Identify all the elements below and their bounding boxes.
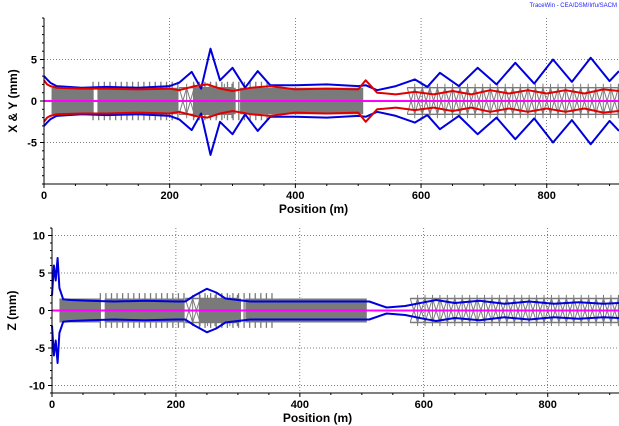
z-x-tick-label: 400 [291, 399, 309, 411]
xy-envelope-series-2 [43, 79, 619, 96]
xy-y-axis-title: X & Y (mm) [6, 69, 20, 133]
z-x-tick-label: 800 [539, 399, 557, 411]
xy-envelope-series-0 [43, 47, 619, 92]
xy-x-tick-label: 600 [412, 190, 430, 202]
xy-envelope-series-1 [43, 110, 619, 156]
xy-x-tick-label: 0 [41, 190, 47, 202]
xy-y-tick-label: 0 [31, 96, 37, 108]
xy-envelope-panel: 5 0 -5 0 200 400 600 800 Position (m) X & Y (mm) [6, 17, 619, 216]
xy-x-axis-title: Position (m) [279, 202, 348, 216]
z-x-tick-label: 200 [167, 399, 185, 411]
z-envelope-panel: 10 5 0 -5 -10 0 200 400 600 800 Position (m) Z (mm) [5, 227, 619, 425]
z-x-tick-label: 0 [49, 399, 55, 411]
xy-x-tick-label: 400 [286, 190, 304, 202]
xy-y-tick-label: -5 [27, 138, 37, 150]
z-y-tick-label: 0 [39, 306, 45, 318]
z-y-tick-label: 5 [39, 268, 45, 280]
xy-envelope-series-3 [43, 106, 619, 123]
tracewin-watermark: TraceWin - CEA/DSM/Irfu/SACM [529, 3, 617, 9]
z-y-tick-label: -10 [29, 381, 45, 393]
z-y-axis-title: Z (mm) [5, 291, 19, 331]
z-y-tick-label: -5 [35, 343, 45, 355]
z-y-tick-label: 10 [33, 231, 45, 243]
z-envelope-series-0 [51, 257, 619, 309]
xy-x-tick-label: 800 [538, 190, 556, 202]
z-x-axis-title: Position (m) [283, 411, 352, 425]
xy-y-tick-label: 5 [31, 55, 37, 67]
z-envelope-series-1 [51, 312, 619, 364]
xy-x-tick-label: 200 [161, 190, 179, 202]
z-x-tick-label: 600 [415, 399, 433, 411]
